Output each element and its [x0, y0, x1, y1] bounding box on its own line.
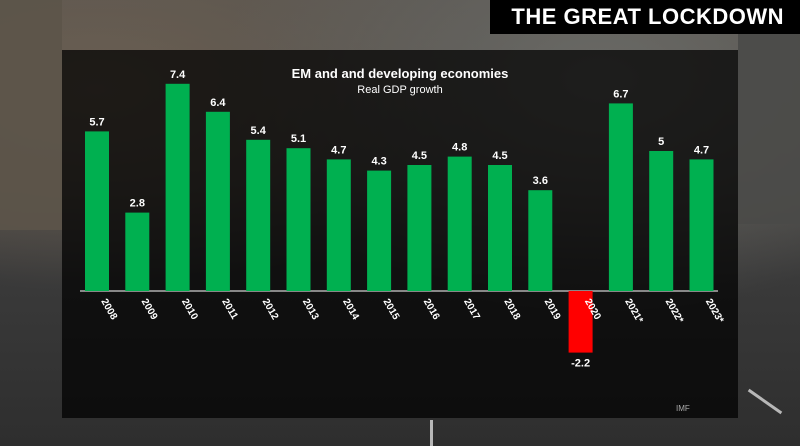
data-label: -2.2 [571, 358, 590, 370]
bar-2014 [326, 159, 351, 291]
bar-2011 [205, 111, 230, 291]
data-label: 4.7 [331, 144, 346, 156]
bar-2016 [407, 165, 432, 291]
x-tick-label: 2023* [703, 297, 726, 325]
chart-title: EM and and developing economies [291, 66, 509, 81]
data-label: 5.1 [291, 133, 306, 145]
chart-subtitle: Real GDP growth [357, 84, 443, 96]
x-tick-label: 2017 [461, 297, 482, 322]
bar-2017 [447, 156, 472, 291]
x-tick-label: 2010 [179, 297, 200, 322]
data-label: 6.4 [210, 97, 226, 109]
building-right [738, 34, 800, 224]
bar-2022-est [649, 151, 674, 291]
data-label: 4.5 [492, 150, 507, 162]
data-label: 4.8 [452, 142, 467, 154]
bar-2010 [165, 83, 190, 291]
x-tick-label: 2012 [260, 297, 281, 322]
x-tick-label: 2022* [663, 297, 686, 325]
bar-2020 [568, 291, 593, 353]
building-left [0, 0, 62, 230]
data-label: 4.7 [694, 144, 709, 156]
data-label: 7.4 [170, 69, 186, 81]
x-tick-label: 2008 [98, 297, 119, 322]
bar-2018 [488, 165, 512, 291]
x-tick-label: 2021* [622, 297, 645, 325]
data-label: 4.3 [371, 156, 386, 168]
source-label: IMF [676, 404, 690, 413]
bar-2019 [528, 190, 553, 291]
road-marking [430, 420, 433, 446]
x-tick-label: 2009 [139, 297, 160, 322]
banner-title: THE GREAT LOCKDOWN [511, 4, 784, 29]
bar-2023-est [689, 159, 714, 291]
x-tick-label: 2015 [381, 297, 402, 322]
data-label: 5 [658, 136, 664, 148]
x-tick-label: 2014 [340, 297, 361, 322]
x-tick-label: 2013 [300, 297, 321, 322]
bar-2008 [85, 131, 109, 291]
data-label: 2.8 [130, 198, 145, 210]
data-label: 5.4 [251, 125, 267, 137]
x-tick-label: 2016 [421, 297, 442, 322]
bar-2015 [367, 170, 392, 291]
data-label: 3.6 [533, 175, 548, 187]
x-tick-label: 2019 [542, 297, 563, 322]
data-label: 6.7 [613, 88, 628, 100]
data-label: 5.7 [89, 116, 104, 128]
title-banner [490, 0, 800, 34]
x-tick-label: 2018 [501, 297, 522, 322]
data-label: 4.5 [412, 150, 427, 162]
bar-2021-est [608, 103, 633, 292]
x-tick-label: 2011 [219, 297, 240, 322]
bar-2012 [246, 139, 271, 291]
bar-2013 [286, 148, 311, 291]
bar-2009 [125, 212, 150, 291]
